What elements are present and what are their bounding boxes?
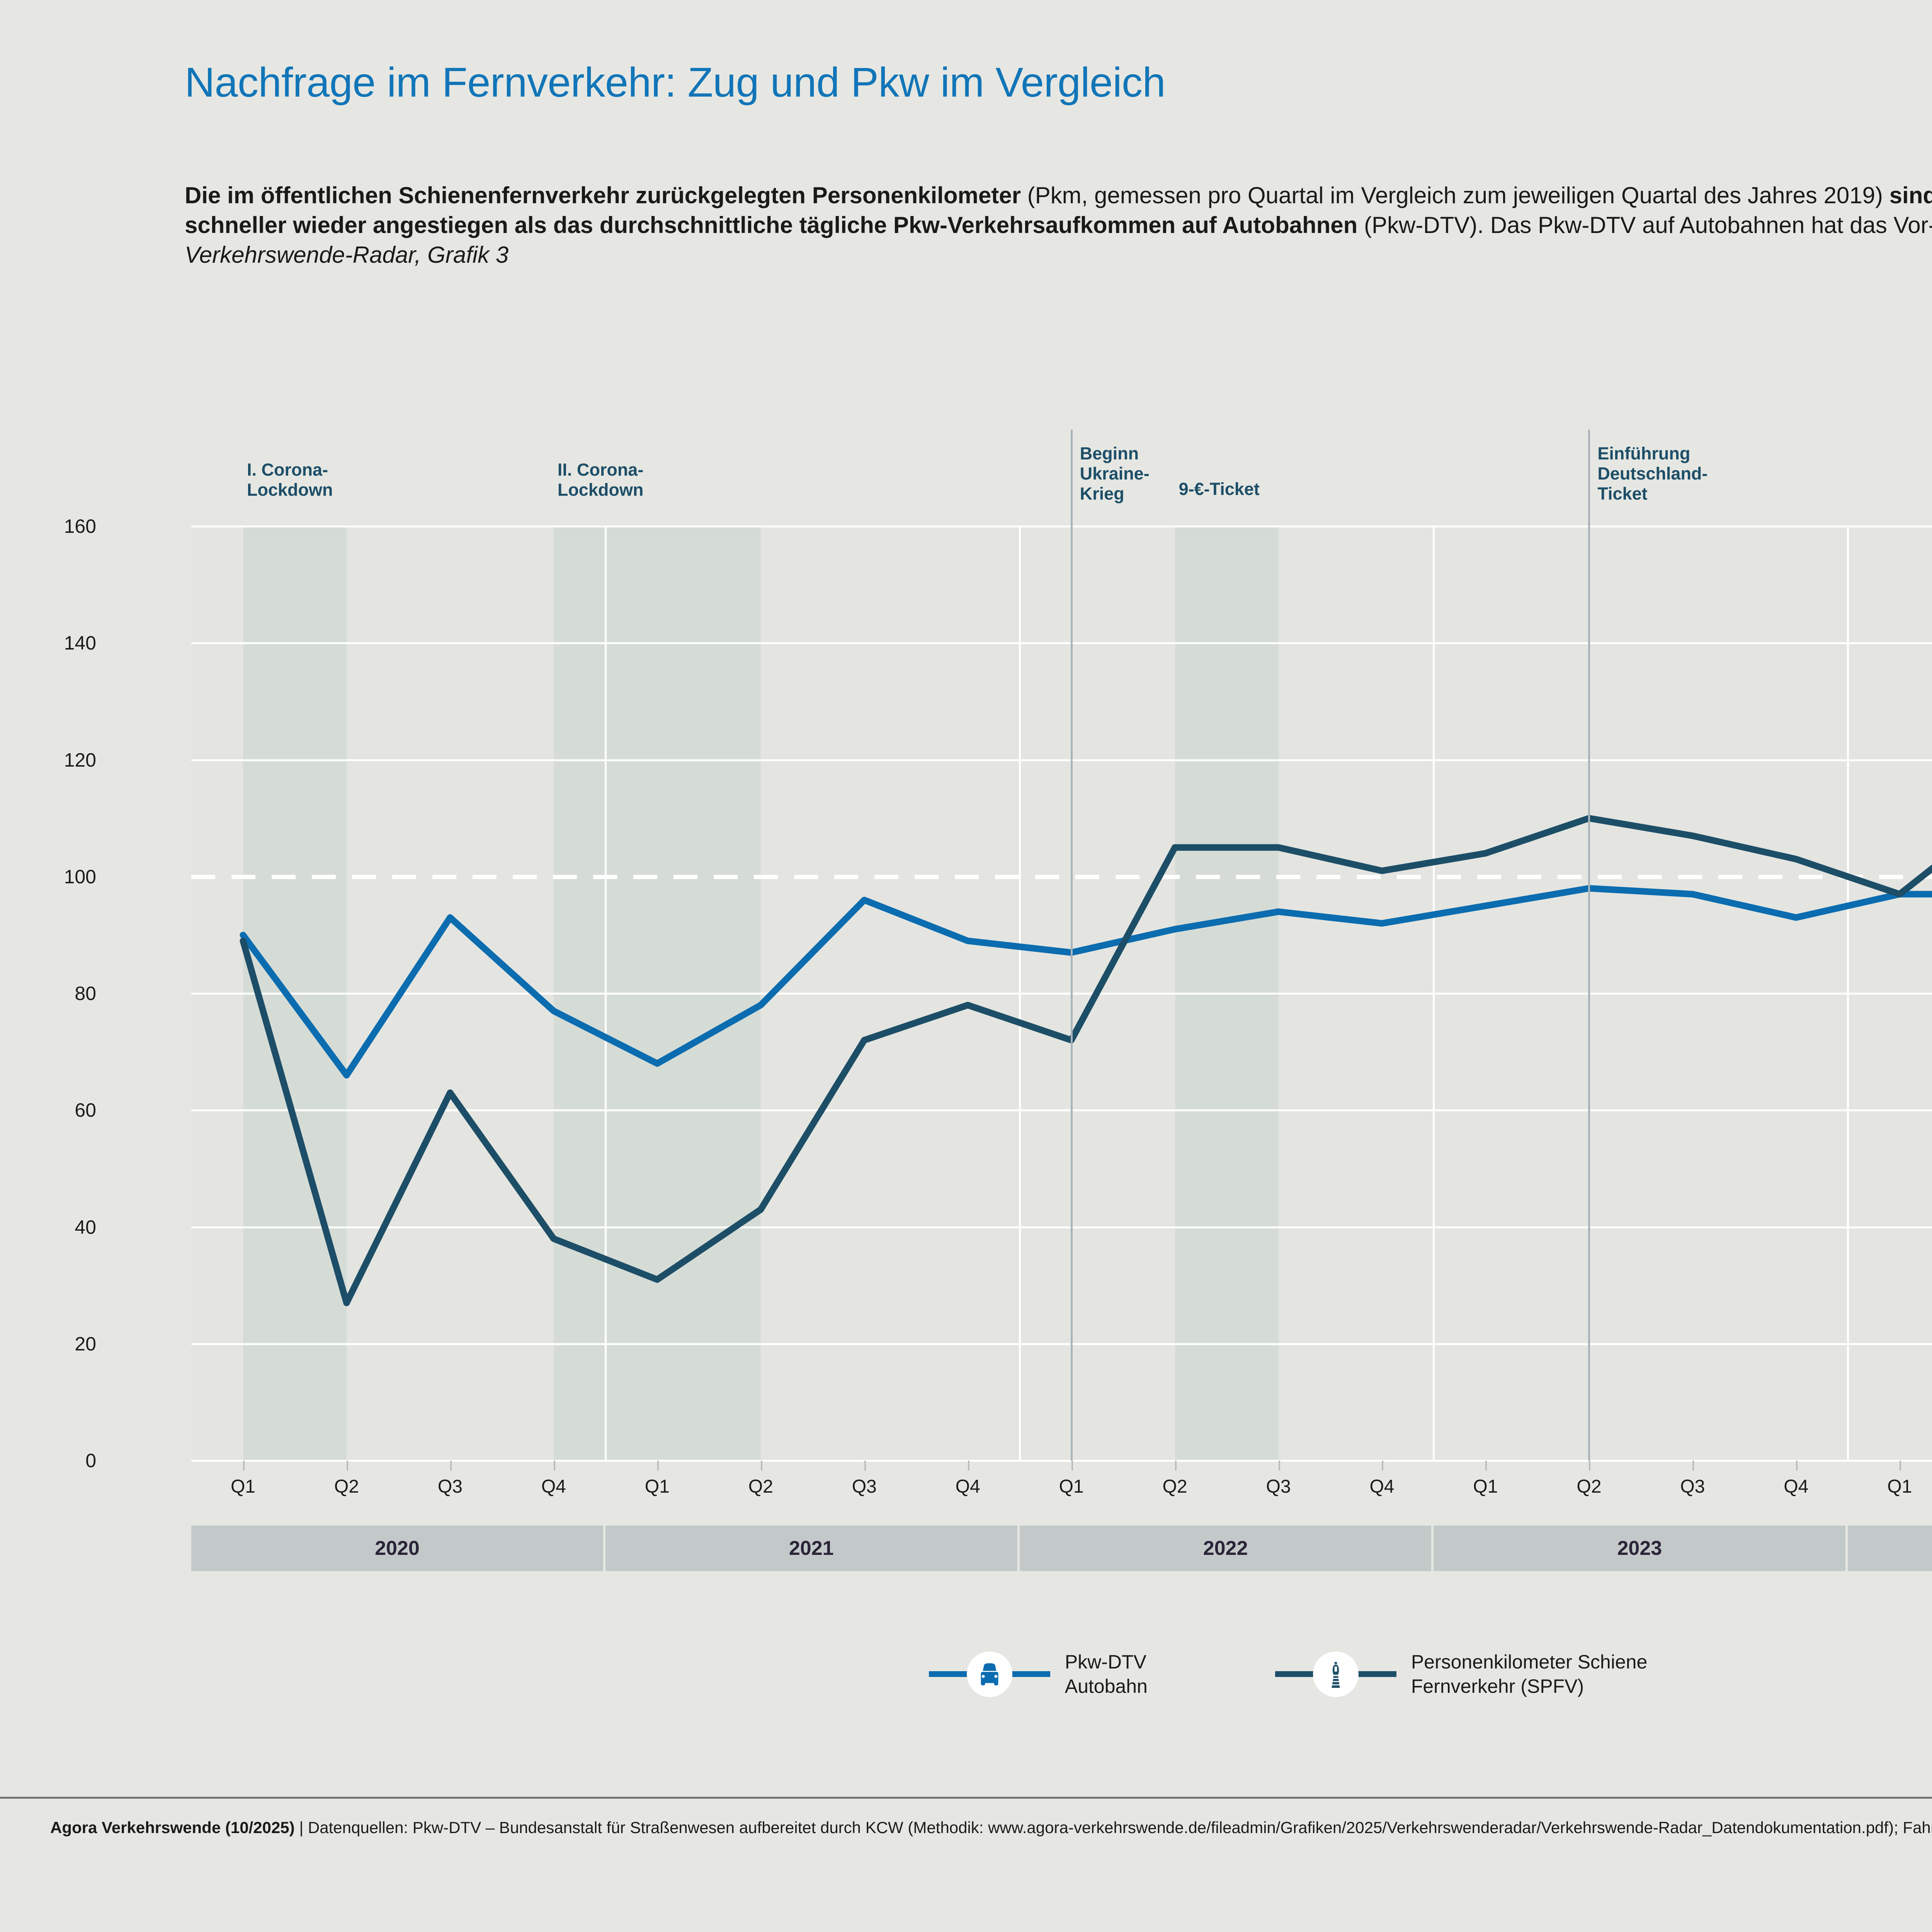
legend-label: Pkw-DTV Autobahn [1065, 1651, 1148, 1697]
x-axis-tick-label: Q1 [645, 1476, 670, 1497]
year-separator [604, 526, 607, 1461]
footer-divider [0, 1797, 1932, 1799]
annotation-label: Einführung Deutschland- Ticket [1597, 444, 1708, 504]
x-axis-tickmark [553, 1461, 555, 1471]
year-separator [1433, 526, 1435, 1461]
page-subtitle: Die im öffentlichen Schienenfernverkehr … [185, 181, 1932, 270]
annotation-label: Beginn Ukraine- Krieg [1080, 444, 1150, 504]
gridline [191, 642, 1932, 645]
footer-organisation: Agora Verkehrswende (10/2025) [50, 1818, 295, 1837]
y-axis-tick: 60 [75, 1099, 96, 1121]
legend-line-right [1007, 1671, 1050, 1677]
gridline [191, 759, 1932, 761]
annotation-label: 9-€-Ticket [1179, 479, 1260, 499]
legend-label: Personenkilometer Schiene Fernverkehr (S… [1411, 1651, 1648, 1697]
year-separator [1019, 526, 1021, 1461]
footer-text: Agora Verkehrswende (10/2025) | Datenque… [50, 1816, 1932, 1839]
x-axis-tick-label: Q3 [437, 1476, 463, 1497]
legend-line-left [929, 1671, 972, 1677]
y-axis-tick: 120 [64, 749, 96, 771]
year-band-2024: 2024 [1848, 1526, 1932, 1571]
x-axis-tick-label: Q3 [1680, 1476, 1705, 1497]
x-axis-tickmark [346, 1461, 348, 1471]
subtitle-bold-2: sind nach der Pandemie in Deutschland de… [185, 182, 1932, 238]
x-axis-tick-label: Q2 [1577, 1476, 1602, 1497]
x-axis-tick-label: Q2 [334, 1476, 359, 1497]
legend-item[interactable]: Personenkilometer Schiene Fernverkehr (S… [1275, 1650, 1647, 1698]
gridline [191, 1343, 1932, 1345]
y-axis-tick: 40 [75, 1216, 96, 1238]
y-axis-tick: 20 [75, 1333, 96, 1355]
x-axis-tickmark [657, 1461, 659, 1471]
reference-line-100 [191, 874, 1932, 879]
plot-area [191, 526, 1932, 1462]
year-band-2020: 2020 [191, 1526, 605, 1571]
x-axis-tick-label: Q4 [1784, 1476, 1809, 1497]
x-axis-tickmark [450, 1461, 452, 1471]
annotation-label: I. Corona- Lockdown [247, 460, 333, 500]
gridline [191, 1109, 1932, 1112]
x-axis-tick-label: Q4 [955, 1476, 980, 1497]
event-marker-line [1070, 430, 1073, 1461]
legend-item[interactable]: Pkw-DTV Autobahn [929, 1650, 1148, 1698]
x-axis-tickmark [1175, 1461, 1177, 1471]
x-axis-tickmark [1900, 1461, 1901, 1471]
y-axis-tick: 0 [85, 1450, 96, 1471]
x-axis-tick-label: Q3 [852, 1476, 877, 1497]
x-axis-tickmark [864, 1461, 866, 1471]
gridline [191, 1460, 1932, 1462]
x-axis-tickmark [968, 1461, 969, 1471]
subtitle-normal-2: (Pkw-DTV). Das Pkw-DTV auf Autobahnen ha… [1364, 212, 1932, 238]
x-axis-tick-label: Q3 [1266, 1476, 1291, 1497]
x-axis-tick-label: Q1 [230, 1476, 255, 1497]
series-lines [240, 815, 1932, 1306]
year-band-2023: 2023 [1434, 1526, 1848, 1571]
x-axis-tickmark [1589, 1461, 1591, 1471]
y-axis-tick: 100 [64, 866, 96, 888]
y-axis-tick: 140 [64, 632, 96, 654]
x-axis-tickmark [1692, 1461, 1694, 1471]
footer-sources: | Datenquellen: Pkw-DTV – Bundesanstalt … [299, 1818, 1932, 1837]
year-separator [1847, 526, 1849, 1461]
year-band-2021: 2021 [605, 1526, 1020, 1571]
x-axis-tickmark [1382, 1461, 1384, 1471]
year-band-2022: 2022 [1019, 1526, 1434, 1571]
x-axis-tick-label: Q1 [1059, 1476, 1084, 1497]
gridline [191, 526, 1932, 527]
series-line-pkw-dtv [240, 885, 1932, 1079]
x-axis-tickmark [243, 1461, 245, 1471]
y-axis-tick: 80 [75, 983, 96, 1004]
x-axis-tick-label: Q4 [541, 1476, 566, 1497]
x-axis-tick-label: Q4 [1369, 1476, 1395, 1497]
x-axis-tickmark [1485, 1461, 1487, 1471]
event-marker-line [1588, 430, 1590, 1461]
annotation-label: II. Corona- Lockdown [557, 460, 644, 500]
x-axis-tick-label: Q1 [1887, 1476, 1912, 1497]
subtitle-source: Verkehrswende-Radar, Grafik 3 [185, 242, 509, 268]
page-title: Nachfrage im Fernverkehr: Zug und Pkw im… [185, 59, 1166, 105]
gridline [191, 1226, 1932, 1228]
x-axis-tick-label: Q2 [748, 1476, 773, 1497]
x-axis-tickmark [760, 1461, 762, 1471]
subtitle-bold-1: Die im öffentlichen Schienenfernverkehr … [185, 182, 1021, 208]
series-line-personenkilometer [240, 815, 1932, 1306]
x-axis-tickmark [1278, 1461, 1280, 1471]
subtitle-normal-1: (Pkm, gemessen pro Quartal im Vergleich … [1020, 182, 1889, 208]
legend-line-left [1275, 1671, 1318, 1677]
gridline [191, 993, 1932, 995]
x-axis-tickmark [1071, 1461, 1073, 1471]
train-icon [1313, 1651, 1359, 1697]
car-icon [966, 1651, 1012, 1697]
chart-legend: Pkw-DTV Autobahn Personenkilometer Schien… [0, 1650, 1932, 1698]
x-axis-tickmark [1796, 1461, 1798, 1471]
legend-line-right [1353, 1671, 1396, 1677]
x-axis-tick-label: Q2 [1162, 1476, 1187, 1497]
x-axis-tick-label: Q1 [1473, 1476, 1498, 1497]
y-axis-tick: 160 [64, 515, 96, 537]
